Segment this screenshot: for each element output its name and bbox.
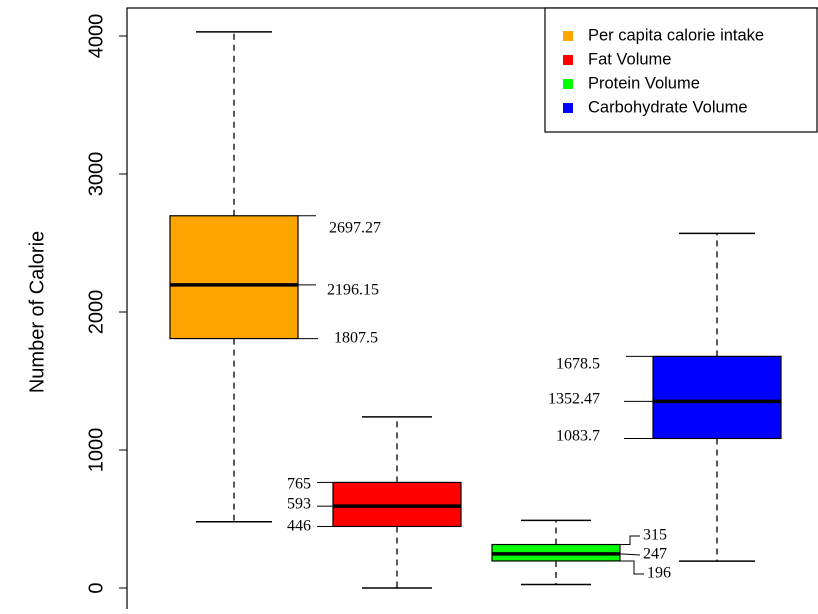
carb-label: 1352.47 <box>548 391 600 408</box>
protein-label: 315 <box>643 527 667 544</box>
protein-pointer <box>620 560 644 575</box>
carb-label: 1083.7 <box>556 428 600 445</box>
y-tick-label: 3000 <box>85 152 107 197</box>
y-axis: 0 1000 2000 3000 4000 Number of Calorie <box>26 7 818 614</box>
box-per-capita-calorie-intake <box>169 31 299 523</box>
y-tick-label: 0 <box>85 582 107 593</box>
legend-swatch <box>563 31 573 41</box>
protein-pointer <box>620 535 640 546</box>
box-series <box>169 31 782 589</box>
legend-swatch <box>563 79 573 89</box>
legend-label: Protein Volume <box>588 74 700 92</box>
intake-label: 1807.5 <box>334 330 378 347</box>
carb-label: 1678.5 <box>556 356 600 373</box>
intake-label: 2196.15 <box>327 282 379 299</box>
legend-label: Fat Volume <box>588 50 671 68</box>
legend-swatch <box>563 103 573 113</box>
intake-label: 2697.27 <box>329 220 381 237</box>
box-protein-volume <box>491 519 621 586</box>
fat-label: 446 <box>287 518 311 535</box>
fat-label: 765 <box>287 476 311 493</box>
value-annotations: 2697.27 2196.15 1807.5 765 593 446 315 247 196 16… <box>287 215 671 582</box>
box-carbohydrate-volume <box>652 232 782 562</box>
legend: Per capita calorie intake Fat Volume Prote… <box>544 7 818 133</box>
y-tick-label: 4000 <box>85 14 107 59</box>
iqr-box <box>169 215 299 340</box>
iqr-box <box>652 355 782 440</box>
legend-swatch <box>563 55 573 65</box>
protein-label: 196 <box>647 565 671 582</box>
legend-label: Carbohydrate Volume <box>588 98 748 116</box>
y-tick-label: 1000 <box>85 428 107 473</box>
y-tick-label: 2000 <box>85 290 107 335</box>
box-fat-volume <box>332 416 462 589</box>
protein-label: 247 <box>643 546 667 563</box>
protein-pointer <box>619 553 641 556</box>
legend-label: Per capita calorie intake <box>588 26 764 44</box>
legend-box <box>544 7 818 133</box>
fat-label: 593 <box>287 496 311 513</box>
y-axis-label: Number of Calorie <box>26 231 48 393</box>
